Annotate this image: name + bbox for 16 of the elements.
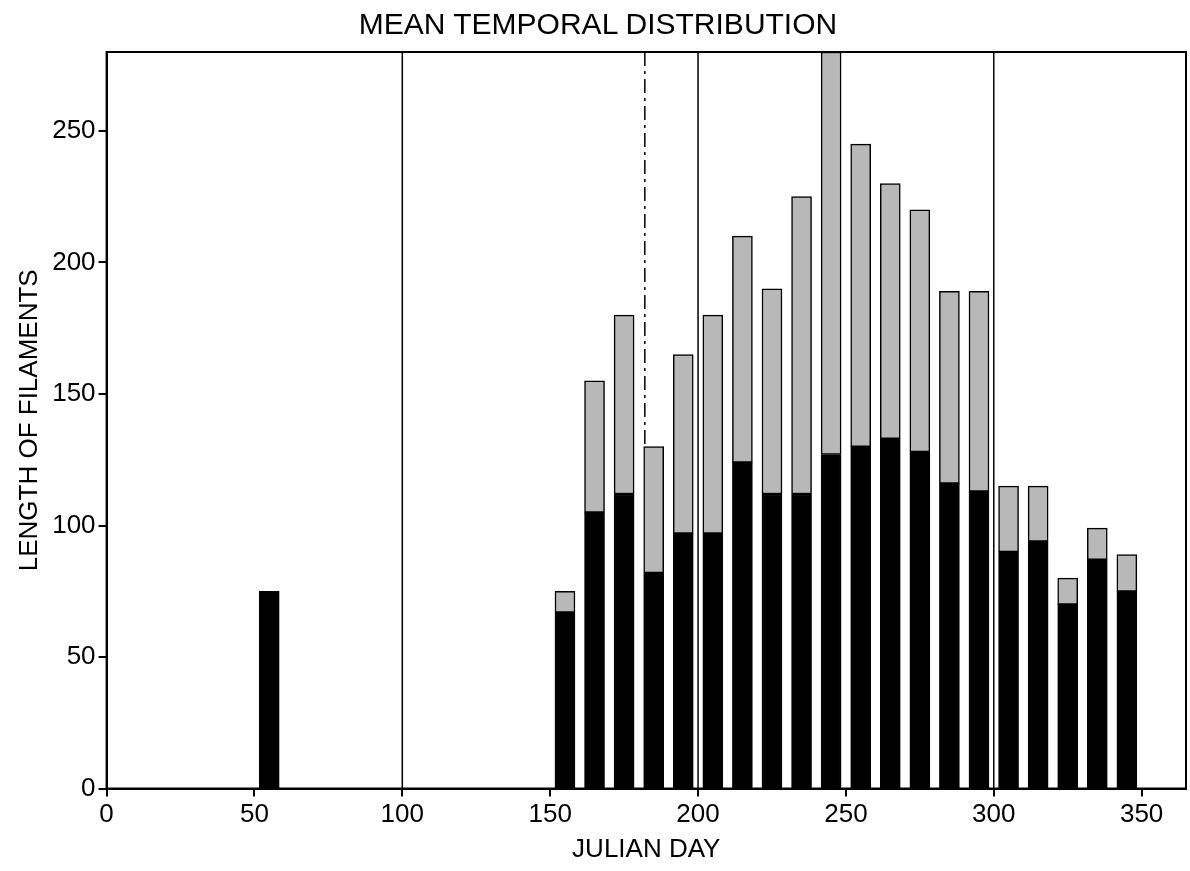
x-tick-label: 150: [528, 798, 572, 829]
x-axis-title: JULIAN DAY: [572, 832, 721, 863]
y-tick-label: 100: [52, 508, 96, 539]
x-tick-label: 100: [380, 798, 425, 829]
x-tick-label: 350: [1119, 798, 1164, 829]
y-tick-label: 50: [66, 640, 96, 671]
y-tick-label: 250: [52, 114, 96, 145]
y-tick-label: 0: [81, 771, 96, 802]
x-tick-label: 300: [972, 798, 1016, 829]
chart-title: MEAN TEMPORAL DISTRIBUTION: [358, 7, 838, 41]
y-axis-title: LENGTH OF FILAMENTS: [12, 269, 43, 572]
x-tick-label: 250: [824, 798, 868, 829]
y-tick-label: 150: [52, 377, 96, 408]
x-tick-label: 50: [239, 798, 269, 829]
x-tick-label: 200: [676, 798, 720, 829]
y-tick-label: 200: [52, 245, 96, 276]
